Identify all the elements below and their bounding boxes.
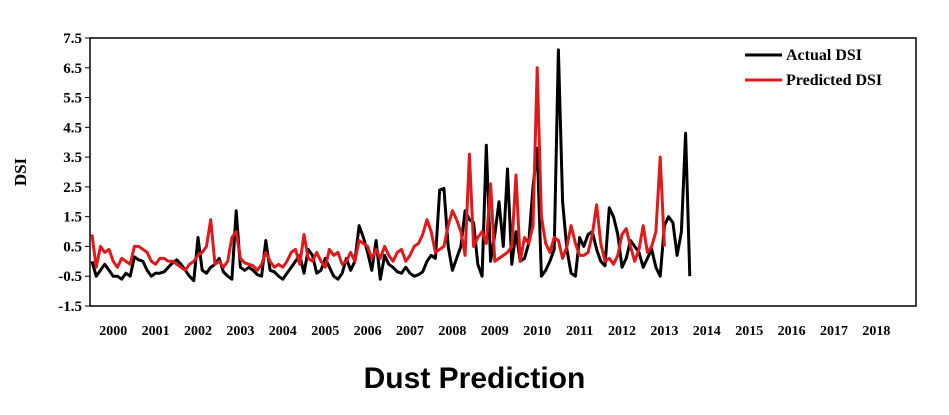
x-tick-label: 2013 <box>650 324 678 339</box>
x-tick-label: 2008 <box>438 324 466 339</box>
y-axis-ticks: -1.5 -0.5 0.5 1.5 2.5 3.5 4.5 5.5 6.5 7.5 <box>58 31 90 315</box>
y-tick-label: 6.5 <box>63 61 82 77</box>
x-tick-label: 2015 <box>735 324 763 339</box>
x-tick-label: 2009 <box>481 324 509 339</box>
y-axis-label: DSI <box>11 157 30 186</box>
y-tick-label: 1.5 <box>63 210 82 226</box>
series-line-actual-dsi <box>90 48 692 283</box>
dsi-line-chart: -1.5-0.50.51.52.53.54.55.56.57.5 2000 200… <box>11 31 917 339</box>
plot-area-frame <box>89 37 917 307</box>
x-axis-ticks: 2000 2001 2002 2003 2004 2005 2006 2007 2008 2009… <box>99 324 890 339</box>
series-lines <box>90 48 692 283</box>
y-tick-label: -1.5 <box>58 299 82 315</box>
x-tick-label: 2002 <box>184 324 212 339</box>
x-tick-label: 2010 <box>523 324 551 339</box>
y-tick-label: 4.5 <box>63 120 82 136</box>
x-tick-label: 2003 <box>226 324 254 339</box>
x-tick-label: 2017 <box>820 324 848 339</box>
legend-label-predicted: Predicted DSI <box>786 72 882 89</box>
series-line-predicted-dsi <box>90 66 666 272</box>
chart-caption: Dust Prediction <box>363 362 586 395</box>
y-tick-label: 3.5 <box>63 150 82 166</box>
y-tick-label: -0.5 <box>58 269 82 285</box>
x-tick-label: 2018 <box>862 324 890 339</box>
legend: Actual DSI Predicted DSI <box>745 47 882 89</box>
x-tick-label: 2014 <box>693 324 721 339</box>
y-tick-label: 7.5 <box>63 31 82 47</box>
legend-label-actual: Actual DSI <box>786 47 862 64</box>
x-tick-label: 2005 <box>311 324 339 339</box>
x-tick-label: 2006 <box>354 324 382 339</box>
x-tick-label: 2001 <box>142 324 170 339</box>
x-tick-label: 2000 <box>99 324 127 339</box>
x-tick-label: 2007 <box>396 324 424 339</box>
x-tick-label: 2012 <box>608 324 636 339</box>
x-tick-label: 2016 <box>778 324 806 339</box>
y-tick-label: 0.5 <box>63 239 82 255</box>
x-tick-label: 2004 <box>269 324 297 339</box>
x-tick-label: 2011 <box>566 324 593 339</box>
y-tick-label: 2.5 <box>63 180 82 196</box>
y-tick-label: 5.5 <box>63 91 82 107</box>
